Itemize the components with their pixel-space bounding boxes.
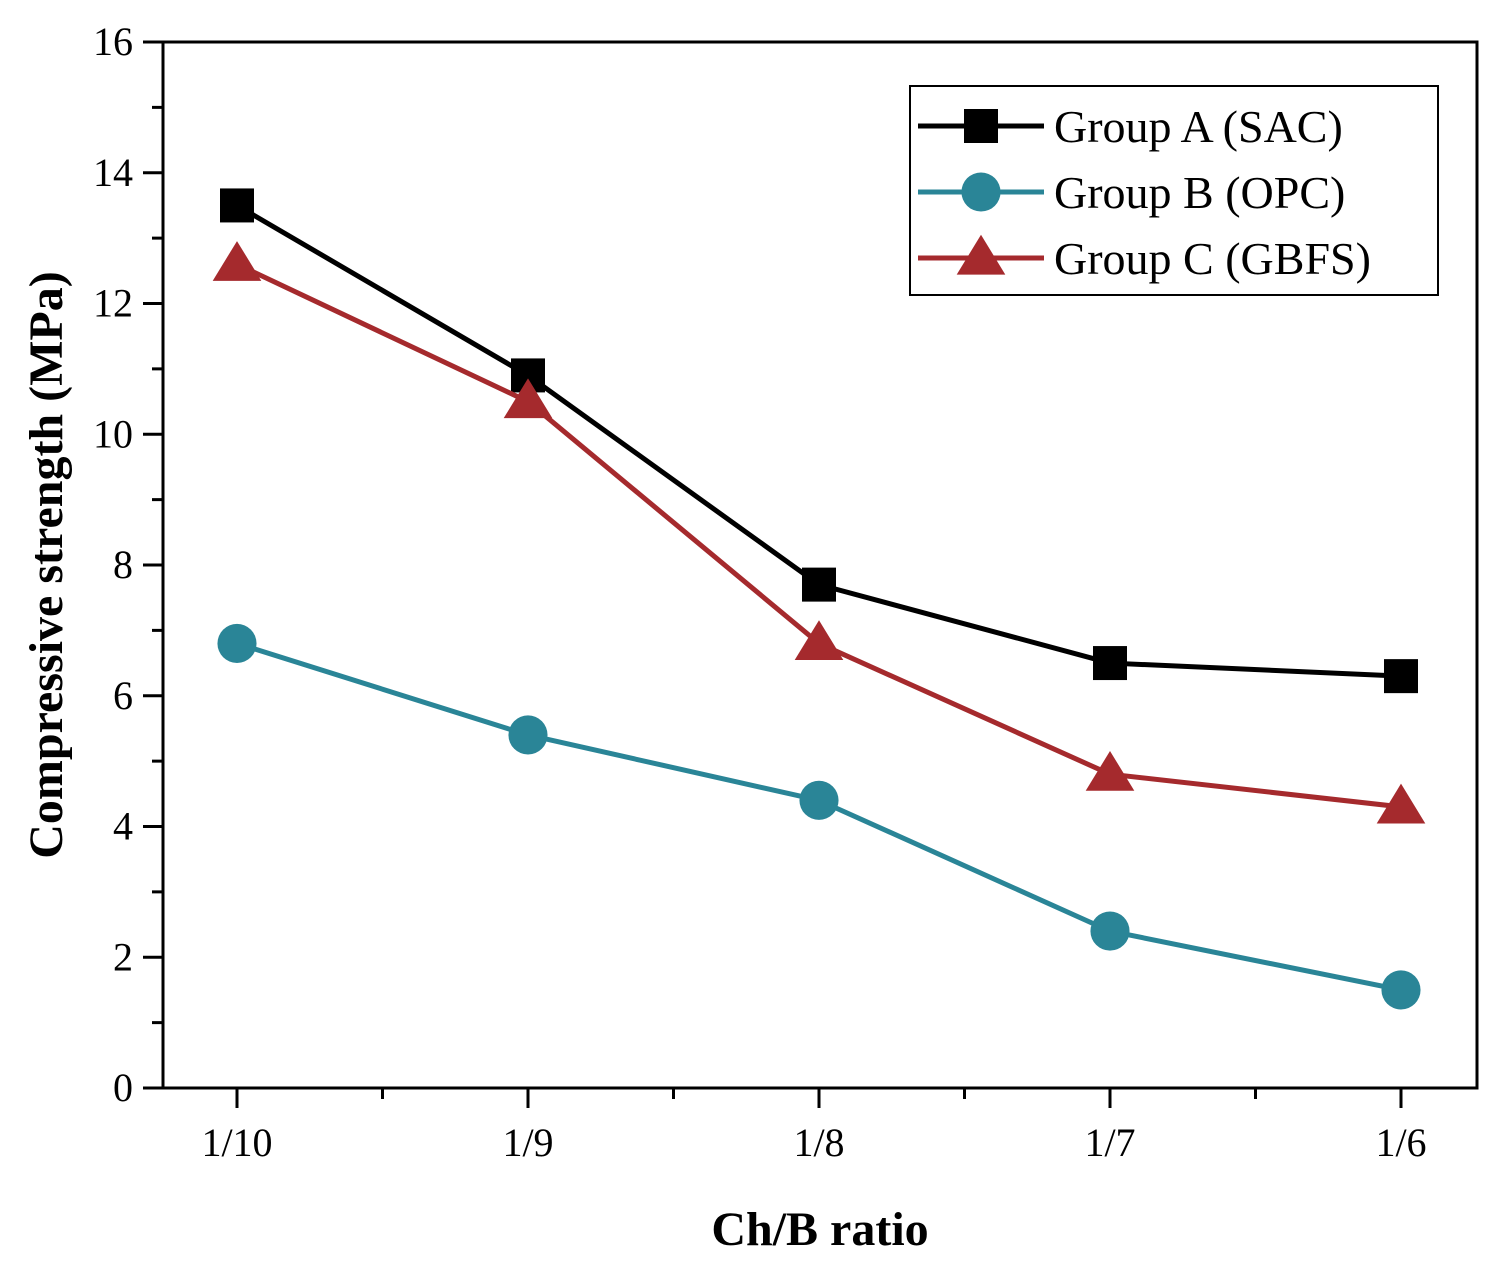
y-tick-label: 12 <box>93 281 133 326</box>
x-tick-label: 1/10 <box>201 1120 272 1165</box>
legend-label: Group A (SAC) <box>1054 101 1343 152</box>
legend-label: Group C (GBFS) <box>1054 233 1371 284</box>
legend-marker <box>964 109 998 143</box>
y-tick-label: 4 <box>113 804 133 849</box>
data-point <box>1376 783 1426 824</box>
y-axis-title: Compressive strength (MPa) <box>20 271 73 858</box>
x-tick-label: 1/8 <box>793 1120 844 1165</box>
data-point <box>1090 911 1130 951</box>
series-2 <box>217 623 1421 1010</box>
data-point <box>1093 646 1127 681</box>
series-3 <box>212 241 1426 824</box>
data-point <box>503 378 553 419</box>
x-axis-title: Ch/B ratio <box>711 1203 928 1256</box>
axes: 0 2 4 6 8 10 12 14 16 1/10 1/9 1/8 1/7 1/6 <box>93 19 1479 1165</box>
data-point <box>1085 750 1135 791</box>
data-point <box>802 567 836 602</box>
y-tick-label: 6 <box>113 673 133 718</box>
data-point <box>217 623 257 663</box>
x-tick-label: 1/9 <box>502 1120 553 1165</box>
legend-marker <box>961 172 1001 212</box>
legend-marker <box>956 234 1006 275</box>
legend: Group A (SAC) Group B (OPC) Group C (GBFS) <box>909 85 1439 296</box>
y-tick-label: 8 <box>113 542 133 587</box>
data-point <box>1381 970 1421 1010</box>
legend-label: Group B (OPC) <box>1054 167 1345 218</box>
data-point <box>1384 659 1418 694</box>
data-point <box>794 620 844 661</box>
x-tick-label: 1/6 <box>1375 1120 1426 1165</box>
series-group <box>212 188 1426 1010</box>
data-point <box>508 715 548 755</box>
data-point <box>799 780 839 820</box>
y-tick-label: 16 <box>93 19 133 64</box>
series-1 <box>220 188 1418 694</box>
data-point <box>212 241 262 281</box>
y-tick-label: 2 <box>113 934 133 979</box>
y-tick-label: 10 <box>93 411 133 456</box>
x-tick-label: 1/7 <box>1084 1120 1135 1165</box>
y-tick-label: 0 <box>113 1065 133 1110</box>
y-tick-label: 14 <box>93 150 133 195</box>
series-line <box>235 262 1402 810</box>
data-point <box>220 188 254 223</box>
